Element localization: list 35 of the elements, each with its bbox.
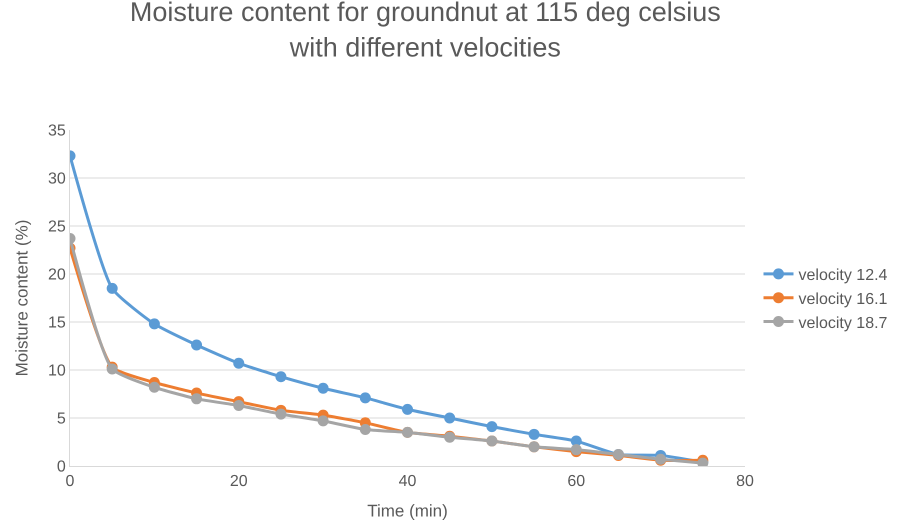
y-axis-title: Moisture content (%) (12, 220, 32, 376)
point (191, 340, 202, 351)
point (275, 408, 286, 420)
x-tick-label: 80 (736, 473, 754, 490)
point (233, 400, 244, 412)
point (444, 412, 456, 424)
y-tick-label: 15 (48, 314, 66, 332)
point (528, 428, 540, 440)
chart-title: Moisture content for groundnut at 115 deg celsius with different velocities (130, 0, 721, 62)
y-tick-label: 10 (48, 362, 66, 380)
y-tick-label: 35 (48, 122, 66, 140)
point (233, 358, 244, 369)
x-tick-label: 60 (567, 473, 586, 490)
point (148, 318, 160, 330)
y-tick-label: 20 (48, 266, 66, 284)
point (148, 382, 160, 393)
point (360, 392, 371, 404)
point (360, 424, 371, 436)
point (486, 421, 498, 432)
legend-label: velocity 12.4 (798, 267, 888, 284)
y-tick-label: 25 (48, 218, 66, 236)
y-tick-label: 0 (56, 458, 66, 476)
point (275, 371, 286, 382)
y-tick-label: 30 (48, 170, 66, 188)
point (318, 382, 329, 394)
x-axis-title: Time (min) (367, 502, 448, 521)
x-tick-label: 20 (230, 473, 248, 490)
x-tick-label: 40 (398, 473, 416, 490)
point (402, 404, 413, 415)
point (106, 282, 118, 294)
point (318, 415, 329, 426)
legend-label: velocity 16.1 (798, 290, 888, 308)
y-tick-label: 5 (56, 410, 66, 428)
point (191, 393, 202, 404)
legend-label: velocity 18.7 (798, 314, 888, 332)
